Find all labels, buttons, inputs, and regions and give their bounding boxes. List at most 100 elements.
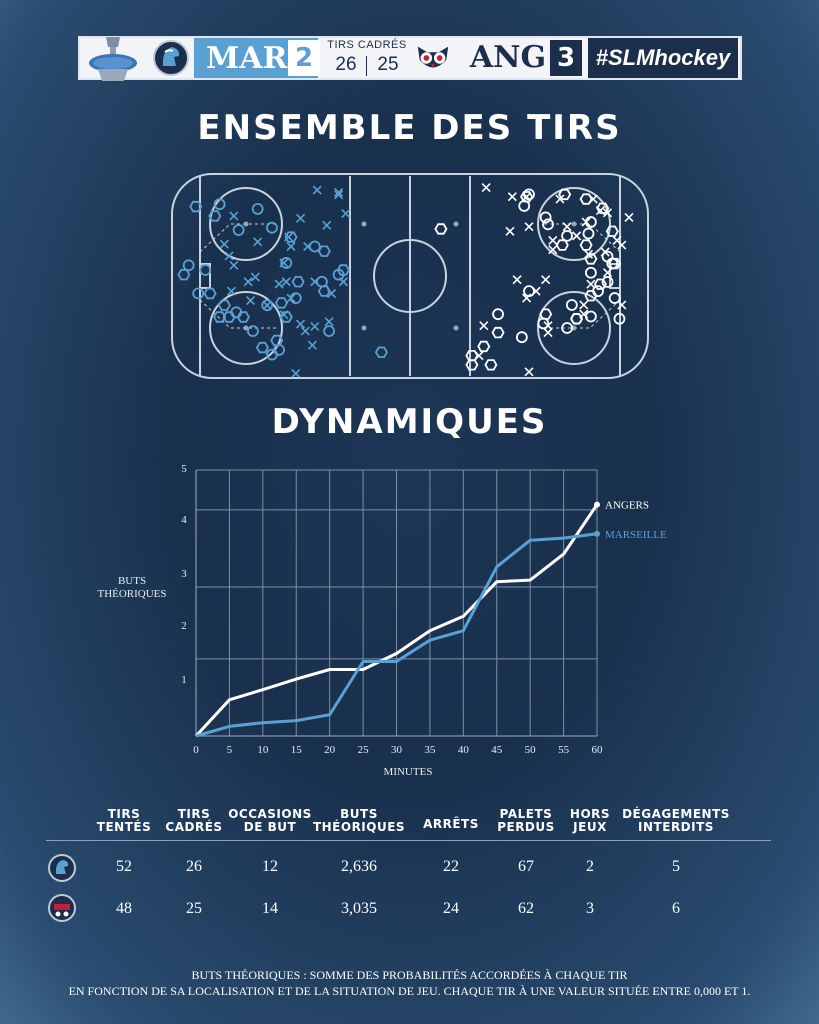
angers-miss-x [541, 275, 551, 285]
rink-lines [171, 173, 649, 379]
marseille-shot [284, 231, 298, 243]
angers-shot [542, 218, 554, 231]
marseille-shot [192, 287, 205, 300]
marseille-logo [153, 40, 189, 76]
stats-divider [46, 840, 771, 841]
series-label-angers: ANGERS [605, 500, 649, 512]
home-team-abbr: MAR [206, 40, 288, 76]
center-circle [373, 239, 447, 313]
marseille-shot [189, 200, 203, 213]
angers-shot [484, 359, 498, 371]
angers-shot [434, 223, 448, 235]
marseille-shot [308, 240, 321, 253]
x-tick-label: 10 [257, 744, 269, 756]
angers-miss-x [602, 208, 613, 218]
marseille-miss-x [262, 300, 272, 310]
angers-shot [465, 359, 479, 371]
shots-on-target-label: TIRS CADRÉS [327, 39, 407, 51]
stat-value-angers: 14 [262, 900, 278, 917]
marseille-shot [177, 269, 191, 281]
angers-shot [565, 299, 578, 311]
angers-shot [593, 278, 607, 290]
marseille-miss-x [338, 277, 348, 287]
marseille-shot [199, 264, 212, 276]
x-tick-label: 15 [291, 744, 303, 756]
shots-title: ENSEMBLE DES TIRS [197, 108, 622, 148]
y-tick-label: 4 [181, 514, 187, 526]
stat-value-marseille: 2,636 [341, 858, 377, 875]
chart-lines: ANGERS MARSEILLE [194, 500, 667, 738]
home-score: 2 [288, 40, 320, 76]
stat-header: OCCASIONS DE BUT [228, 807, 312, 834]
footnote-line-2: EN FONCTION DE SA LOCALISATION ET DE LA … [68, 984, 751, 998]
series-end-dot [594, 501, 600, 508]
angers-miss-x [512, 275, 522, 285]
shot-markers [177, 182, 634, 378]
angers-shot [465, 349, 479, 362]
stat-header: ARRÊTS [423, 817, 479, 831]
x-tick-label: 20 [324, 744, 336, 756]
marseille-miss-x [334, 190, 344, 200]
marseille-miss-x [250, 272, 260, 282]
stat-value-marseille: 5 [672, 858, 680, 875]
x-tick-label: 55 [558, 744, 570, 756]
stat-value-angers: 6 [672, 900, 680, 917]
marseille-miss-x [219, 239, 229, 249]
stat-value-marseille: 12 [262, 858, 278, 875]
marseille-shot [182, 259, 195, 272]
marseille-miss-x [307, 340, 317, 350]
marseille-shot [232, 224, 245, 236]
stat-value-angers: 3 [586, 900, 594, 917]
angers-miss-x [524, 222, 534, 232]
y-axis-label-line2: THÉORIQUES [97, 588, 166, 600]
y-tick-label: 1 [181, 674, 187, 686]
marseille-shot [255, 341, 269, 354]
angers-shot [518, 200, 531, 212]
angers-miss-x [602, 268, 613, 278]
stat-value-marseille: 52 [116, 858, 132, 875]
stat-header: PALETS PERDUS [497, 807, 555, 834]
marseille-miss-x [243, 277, 253, 287]
shots-divider [366, 56, 367, 76]
marseille-shot [336, 264, 350, 276]
stat-header: BUTS THÉORIQUES [312, 807, 406, 834]
stat-header: TIRS CADRÉS [165, 807, 223, 834]
angers-miss-x [562, 222, 572, 232]
angers-shot [584, 216, 597, 228]
angers-shot [570, 313, 584, 325]
angers-shot [584, 266, 597, 279]
stat-value-angers: 48 [116, 900, 132, 917]
dynamics-line-chart: BUTS THÉORIQUES MINUTES 0 5 10 15 20 25 30 35 40… [97, 463, 667, 778]
angers-shot [584, 253, 598, 265]
marseille-shot [213, 311, 227, 323]
stat-header: HORS JEUX [569, 807, 611, 834]
angers-shot [613, 312, 626, 325]
marseille-miss-x [229, 211, 239, 221]
marseille-shot [203, 287, 217, 300]
marseille-miss-x [286, 241, 296, 252]
footnote-line-1: BUTS THÉORIQUES : SOMME DES PROBABILITÉS… [191, 968, 628, 982]
angers-miss-x [481, 182, 491, 193]
angers-shot [477, 340, 491, 353]
angers-shot [491, 326, 505, 339]
faceoff-circle-tl [209, 187, 283, 261]
marseille-shot [291, 276, 305, 288]
angers-miss-x [548, 245, 558, 255]
angers-miss-x [548, 235, 558, 246]
away-team-abbr: ANG [469, 40, 547, 75]
marseille-shot [266, 348, 278, 361]
x-tick-label: 5 [227, 744, 233, 756]
marseille-miss-x [295, 319, 306, 329]
marseille-shot [317, 245, 331, 257]
angers-miss-x [572, 231, 582, 241]
faceoff-circle-tr [537, 187, 611, 261]
angers-miss-x [543, 328, 553, 338]
angers-shot [561, 322, 573, 334]
faceoff-dots [243, 221, 577, 331]
y-tick-label: 2 [181, 620, 187, 632]
angers-miss-x [586, 279, 596, 289]
angers-miss-x [617, 300, 627, 310]
marseille-miss-x [284, 232, 294, 242]
marseille-shot [217, 299, 231, 311]
